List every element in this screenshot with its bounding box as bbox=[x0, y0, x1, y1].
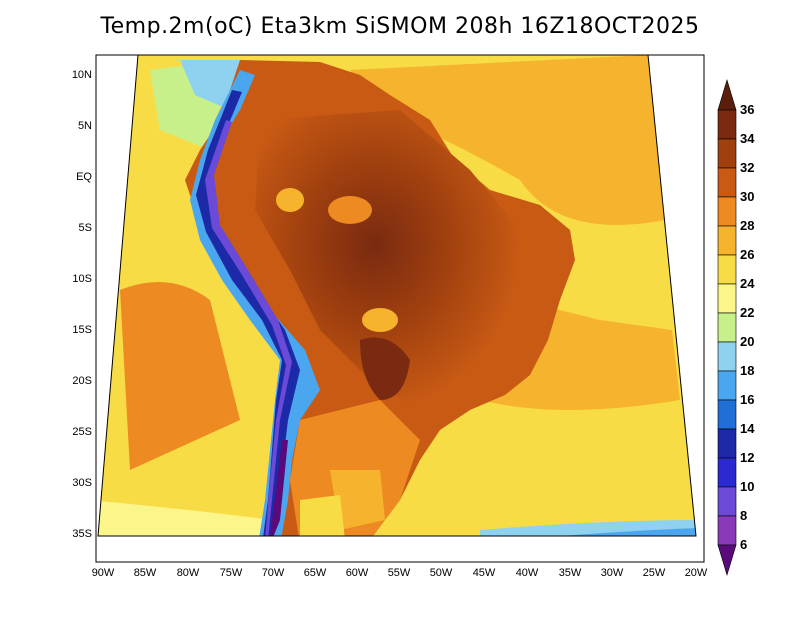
colorbar-label: 6 bbox=[740, 537, 747, 552]
colorbar-label: 34 bbox=[740, 131, 755, 146]
ocean-warm-pacific bbox=[120, 282, 240, 470]
colorbar bbox=[717, 78, 737, 577]
colorbar-label: 22 bbox=[740, 305, 754, 320]
lon-label: 40W bbox=[516, 567, 539, 579]
colorbar-segment bbox=[717, 457, 737, 488]
lat-label: 10N bbox=[72, 69, 92, 81]
lon-label: 60W bbox=[346, 567, 369, 579]
longitude-axis: 90W 85W 80W 75W 70W 65W 60W 55W 50W 45W … bbox=[92, 567, 708, 579]
colorbar-segment bbox=[717, 225, 737, 256]
colorbar-segment bbox=[717, 254, 737, 285]
colorbar-label: 36 bbox=[740, 102, 754, 117]
map-field bbox=[98, 55, 696, 536]
colorbar-segment bbox=[717, 486, 737, 517]
lon-label: 70W bbox=[262, 567, 285, 579]
colorbar-label: 26 bbox=[740, 247, 754, 262]
lat-label: 30S bbox=[72, 477, 92, 489]
colorbar-label: 14 bbox=[740, 421, 755, 436]
lat-label: 15S bbox=[72, 324, 92, 336]
colorbar-segment bbox=[717, 341, 737, 372]
colorbar-label: 28 bbox=[740, 218, 754, 233]
lon-label: 30W bbox=[601, 567, 624, 579]
latitude-axis: 10N 5N EQ 5S 10S 15S 20S 25S 30S 35S bbox=[72, 69, 93, 540]
map-title: Temp.2m(oC) Eta3km SiSMOM 208h 16Z18OCT2… bbox=[100, 14, 700, 39]
colorbar-segment bbox=[717, 138, 737, 169]
colorbar-segment bbox=[717, 515, 737, 546]
colorbar-label: 12 bbox=[740, 450, 754, 465]
lat-label: 5N bbox=[78, 120, 92, 132]
colorbar-segment bbox=[717, 370, 737, 401]
lon-label: 75W bbox=[220, 567, 243, 579]
axes-box bbox=[95, 54, 705, 563]
lat-label: 20S bbox=[72, 375, 92, 387]
lon-label: 50W bbox=[430, 567, 453, 579]
colorbar-label: 10 bbox=[740, 479, 754, 494]
ocean-warm-atlantic bbox=[350, 55, 665, 225]
colorbar-label: 16 bbox=[740, 392, 754, 407]
colorbar-segment bbox=[717, 78, 737, 111]
colorbar-segment bbox=[717, 399, 737, 430]
lon-label: 85W bbox=[134, 567, 157, 579]
lon-label: 65W bbox=[304, 567, 327, 579]
lat-label: 5S bbox=[79, 222, 92, 234]
lat-label: 10S bbox=[72, 273, 92, 285]
colorbar-segment bbox=[717, 283, 737, 314]
colorbar-label: 30 bbox=[740, 189, 754, 204]
lon-label: 80W bbox=[177, 567, 200, 579]
colorbar-label: 32 bbox=[740, 160, 754, 175]
colorbar-segment bbox=[717, 167, 737, 198]
colorbar-segment bbox=[717, 109, 737, 140]
colorbar-label: 8 bbox=[740, 508, 747, 523]
lon-label: 45W bbox=[473, 567, 496, 579]
colorbar-segment bbox=[717, 312, 737, 343]
colorbar-labels: 36 34 32 30 28 26 24 22 20 18 16 14 12 1… bbox=[740, 102, 755, 552]
lon-label: 55W bbox=[388, 567, 411, 579]
lon-label: 90W bbox=[92, 567, 115, 579]
lat-label: 25S bbox=[72, 426, 92, 438]
colorbar-segment bbox=[717, 544, 737, 577]
colorbar-label: 24 bbox=[740, 276, 755, 291]
colorbar-segment bbox=[717, 428, 737, 459]
lat-label: EQ bbox=[76, 171, 92, 183]
lon-label: 35W bbox=[559, 567, 582, 579]
lon-label: 25W bbox=[643, 567, 666, 579]
colorbar-label: 18 bbox=[740, 363, 754, 378]
colorbar-segment bbox=[717, 196, 737, 227]
lon-label: 20W bbox=[685, 567, 708, 579]
colorbar-label: 20 bbox=[740, 334, 754, 349]
lat-label: 35S bbox=[72, 528, 92, 540]
